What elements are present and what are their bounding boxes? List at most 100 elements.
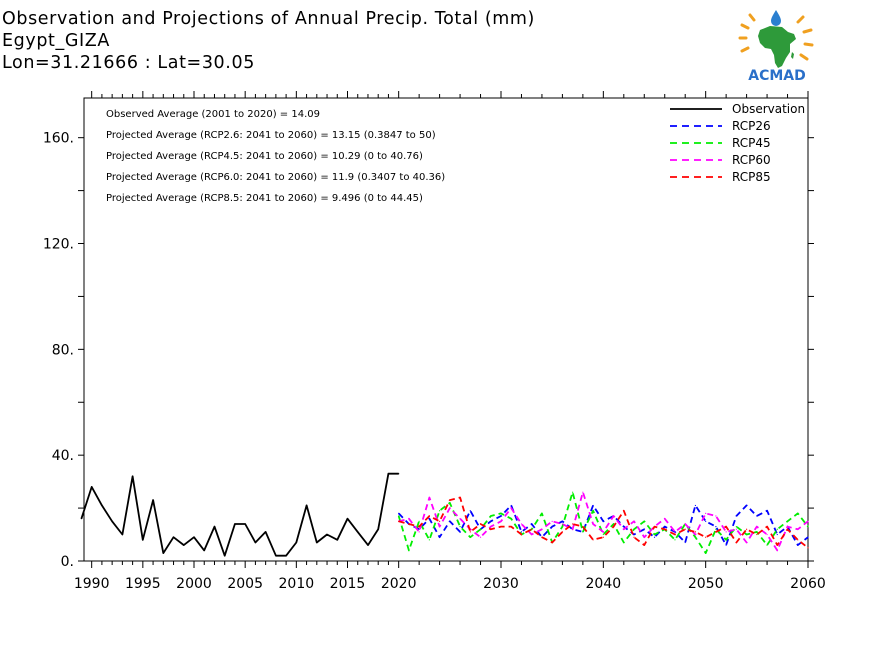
data-point [746, 528, 748, 530]
annotations: Observed Average (2001 to 2020) = 14.09 P… [106, 109, 445, 204]
x-tick-label: 2000 [176, 576, 212, 592]
data-point [715, 528, 717, 530]
data-point [408, 549, 410, 552]
data-point [520, 523, 523, 525]
data-point [735, 515, 737, 517]
data-point [377, 528, 379, 530]
data-point [633, 528, 635, 530]
data-point [623, 528, 625, 530]
x-tick-label: 2030 [483, 576, 519, 592]
data-point [490, 528, 492, 530]
data-point [449, 502, 451, 504]
data-point [479, 536, 482, 538]
data-point [213, 526, 216, 528]
data-point [766, 526, 768, 528]
coordinates-label: Lon=31.21666 : Lat=30.05 [2, 53, 255, 73]
data-point [725, 531, 727, 533]
data-point [602, 520, 604, 522]
data-point [633, 536, 635, 538]
data-point [162, 552, 164, 554]
data-point [797, 512, 799, 514]
africa-map-icon: ACMAD [738, 10, 814, 84]
data-point [664, 526, 666, 528]
data-point [633, 520, 635, 522]
plot-frame [83, 97, 809, 562]
data-point [725, 526, 727, 528]
data-point [408, 523, 410, 525]
chart-title: Observation and Projections of Annual Pr… [2, 9, 535, 29]
data-point [684, 523, 686, 525]
series-line-observation [80, 472, 399, 557]
data-point [694, 536, 697, 538]
data-point [561, 523, 564, 525]
legend-label: Observation [732, 102, 805, 116]
data-point [510, 507, 512, 509]
data-point [612, 523, 615, 525]
data-point [664, 528, 666, 530]
data-point [541, 512, 543, 514]
data-point [510, 526, 512, 528]
data-point [674, 533, 676, 536]
data-point [776, 549, 778, 552]
data-point [398, 512, 400, 514]
data-point [428, 518, 430, 520]
data-point [725, 544, 727, 546]
data-point [715, 531, 717, 533]
data-point [183, 544, 185, 546]
x-tick-label: 2015 [330, 576, 366, 592]
data-point [807, 526, 809, 528]
legend-label: RCP45 [732, 136, 771, 150]
data-point [715, 526, 717, 528]
x-tick-label: 2005 [227, 576, 263, 592]
annotation-text: Projected Average (RCP8.5: 2041 to 2060)… [106, 193, 423, 204]
data-point [592, 539, 594, 541]
data-point [746, 541, 748, 544]
data-point [705, 520, 707, 522]
data-point [326, 533, 328, 536]
data-point [633, 533, 635, 536]
data-point [674, 539, 676, 541]
data-point [705, 512, 707, 514]
data-point [786, 526, 789, 528]
data-point [623, 510, 625, 512]
data-point [582, 526, 584, 528]
data-point [520, 531, 523, 533]
data-point [766, 544, 768, 546]
data-point [551, 520, 553, 522]
data-point [572, 523, 574, 525]
x-tick-label: 2060 [790, 576, 826, 592]
data-point [766, 510, 768, 512]
data-point [531, 528, 533, 530]
data-point [807, 547, 809, 549]
y-tick-label: 80. [52, 342, 74, 358]
annotation-text: Projected Average (RCP6.0: 2041 to 2060)… [106, 172, 445, 183]
data-point [705, 552, 707, 554]
x-tick-label: 2010 [279, 576, 315, 592]
data-point [367, 544, 369, 546]
data-point [561, 520, 564, 522]
data-point [254, 541, 257, 544]
data-point [336, 539, 338, 541]
data-point [735, 541, 737, 544]
data-point [101, 504, 103, 507]
data-point [439, 526, 441, 528]
data-point [398, 515, 400, 517]
data-point [193, 536, 195, 538]
data-point [510, 504, 512, 507]
legend: Observation RCP26 RCP45 RCP60 RCP85 [670, 102, 805, 184]
data-point [531, 523, 533, 525]
data-point [398, 520, 400, 522]
legend-label: RCP85 [732, 170, 771, 184]
data-point [439, 520, 441, 522]
y-tick-label: 40. [52, 448, 74, 464]
data-point [418, 526, 420, 528]
data-point [694, 504, 697, 507]
data-point [582, 531, 584, 533]
data-point [316, 541, 318, 544]
data-point [756, 515, 758, 517]
data-point [797, 539, 799, 541]
data-point [807, 520, 809, 522]
data-point [551, 541, 553, 544]
x-axis: 1990 1995 2000 2005 2010 2015 2020 2030 2040 2050… [74, 91, 826, 592]
data-point [142, 539, 144, 541]
